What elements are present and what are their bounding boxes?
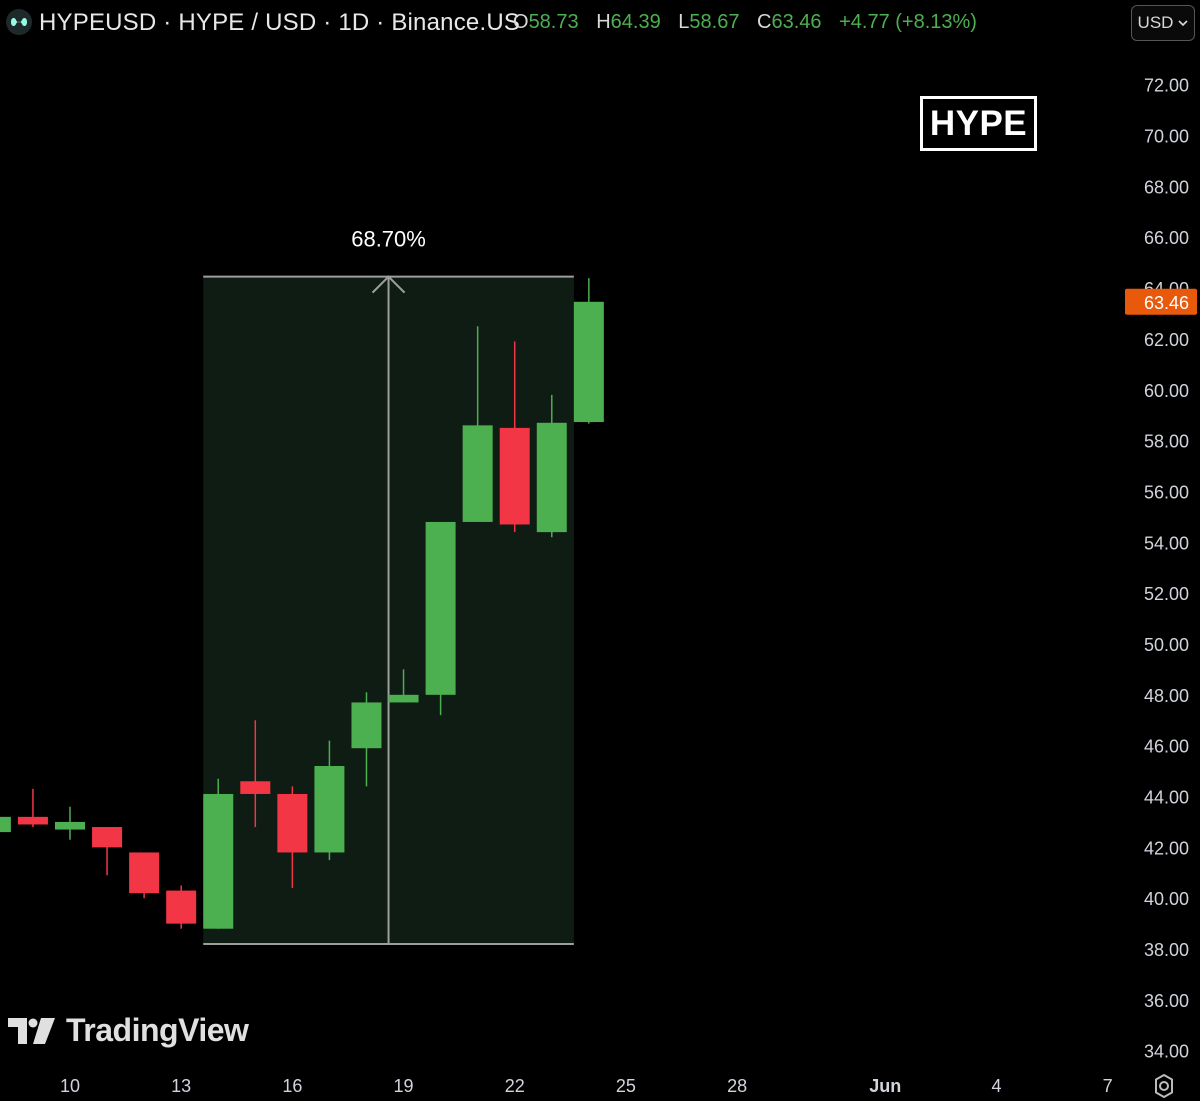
candlestick-series bbox=[0, 278, 604, 929]
time-tick-label: 28 bbox=[727, 1076, 747, 1096]
time-tick-label: 22 bbox=[505, 1076, 525, 1096]
candle-body bbox=[462, 425, 493, 522]
range-percent-label: 68.70% bbox=[351, 227, 426, 252]
time-tick-label: 19 bbox=[394, 1076, 414, 1096]
hype-badge: HYPE bbox=[920, 96, 1037, 151]
price-tick-label: 34.00 bbox=[1144, 1042, 1189, 1062]
candle-body bbox=[240, 781, 271, 794]
time-tick-label: 7 bbox=[1103, 1076, 1113, 1096]
candle-body bbox=[314, 766, 345, 853]
candle-body bbox=[425, 521, 456, 695]
price-tick-label: 56.00 bbox=[1144, 482, 1189, 502]
candle-down bbox=[240, 720, 271, 828]
price-tick-label: 40.00 bbox=[1144, 889, 1189, 909]
candle-body bbox=[203, 793, 234, 929]
candle-up bbox=[203, 778, 234, 929]
price-tick-label: 72.00 bbox=[1144, 76, 1189, 96]
last-price-label: 63.46 bbox=[1144, 293, 1189, 313]
high-key: H bbox=[596, 11, 611, 33]
tradingview-wordmark: TradingView bbox=[66, 1012, 249, 1048]
candle-down bbox=[129, 852, 160, 899]
candle-down bbox=[499, 341, 530, 533]
candle-up bbox=[536, 394, 567, 538]
time-tick-label: 13 bbox=[171, 1076, 191, 1096]
price-tick-label: 58.00 bbox=[1144, 432, 1189, 452]
price-tick-label: 54.00 bbox=[1144, 533, 1189, 553]
price-tick-label: 68.00 bbox=[1144, 177, 1189, 197]
candle-body bbox=[499, 427, 530, 525]
candle-up bbox=[388, 669, 419, 703]
candle-body bbox=[351, 702, 382, 749]
price-axis[interactable]: 72.0070.0068.0066.0064.0062.0060.0058.00… bbox=[1125, 76, 1197, 1062]
candle-down bbox=[166, 885, 197, 929]
candle-up bbox=[55, 806, 85, 840]
candle-body bbox=[129, 852, 160, 894]
candle-body bbox=[166, 890, 197, 924]
time-tick-label: 4 bbox=[991, 1076, 1001, 1096]
time-tick-label: 10 bbox=[60, 1076, 80, 1096]
change-value: +4.77 (+8.13%) bbox=[839, 11, 977, 33]
candle-up bbox=[314, 740, 345, 861]
candle-up bbox=[425, 521, 456, 716]
time-tick-label: 25 bbox=[616, 1076, 636, 1096]
price-tick-label: 62.00 bbox=[1144, 330, 1189, 350]
candle-up bbox=[351, 692, 382, 787]
price-tick-label: 44.00 bbox=[1144, 788, 1189, 808]
time-axis[interactable]: 10 13 16 19 22 25 28 Jun 4 7 bbox=[60, 1076, 1113, 1096]
price-range-measurement: 68.70% bbox=[203, 227, 574, 945]
tradingview-logo[interactable]: TradingView bbox=[8, 1012, 249, 1049]
candle-down bbox=[92, 827, 123, 876]
currency-label: USD bbox=[1137, 13, 1174, 32]
candle-down bbox=[277, 786, 308, 889]
candle-up bbox=[0, 816, 11, 833]
close-value: 63.46 bbox=[771, 11, 822, 33]
price-tick-label: 48.00 bbox=[1144, 686, 1189, 706]
price-tick-label: 50.00 bbox=[1144, 635, 1189, 655]
low-value: 58.67 bbox=[689, 11, 740, 33]
close-key: C bbox=[757, 11, 772, 33]
hyperliquid-logo-icon[interactable] bbox=[6, 9, 32, 35]
candle-body bbox=[17, 816, 48, 825]
price-tick-label: 36.00 bbox=[1144, 991, 1189, 1011]
candle-body bbox=[573, 301, 604, 423]
time-tick-label: 16 bbox=[282, 1076, 302, 1096]
chart-header: HYPEUSD · HYPE / USD · 1D · Binance.US O… bbox=[0, 0, 1195, 44]
high-value: 64.39 bbox=[610, 11, 661, 33]
symbol-title[interactable]: HYPEUSD · HYPE / USD · 1D · Binance.US bbox=[39, 9, 521, 36]
price-tick-label: 60.00 bbox=[1144, 381, 1189, 401]
time-tick-label: Jun bbox=[869, 1076, 901, 1096]
chevron-down-icon bbox=[1178, 20, 1189, 27]
candle-body bbox=[0, 816, 11, 833]
gear-icon[interactable] bbox=[1151, 1073, 1177, 1099]
low-key: L bbox=[678, 11, 690, 33]
tradingview-logo-icon bbox=[8, 1017, 55, 1044]
price-tick-label: 42.00 bbox=[1144, 838, 1189, 858]
candle-down bbox=[17, 788, 48, 828]
candle-up bbox=[573, 278, 604, 424]
candle-body bbox=[55, 821, 85, 830]
candle-body bbox=[92, 827, 123, 848]
price-tick-label: 66.00 bbox=[1144, 228, 1189, 248]
candle-body bbox=[277, 793, 308, 853]
range-arrow-head bbox=[371, 275, 406, 294]
candle-body bbox=[536, 422, 567, 533]
price-tick-label: 70.00 bbox=[1144, 127, 1189, 147]
currency-dropdown[interactable]: USD bbox=[1131, 5, 1195, 41]
candle-up bbox=[462, 326, 493, 522]
price-tick-label: 52.00 bbox=[1144, 584, 1189, 604]
last-price-marker bbox=[1125, 288, 1197, 315]
open-key: O bbox=[513, 11, 529, 33]
candle-body bbox=[388, 694, 419, 703]
price-tick-label: 38.00 bbox=[1144, 940, 1189, 960]
open-value: 58.73 bbox=[528, 11, 579, 33]
price-tick-label: 46.00 bbox=[1144, 737, 1189, 757]
ohlc-values: O58.73 H64.39 L58.67 C63.46 +4.77 (+8.13… bbox=[513, 11, 989, 34]
